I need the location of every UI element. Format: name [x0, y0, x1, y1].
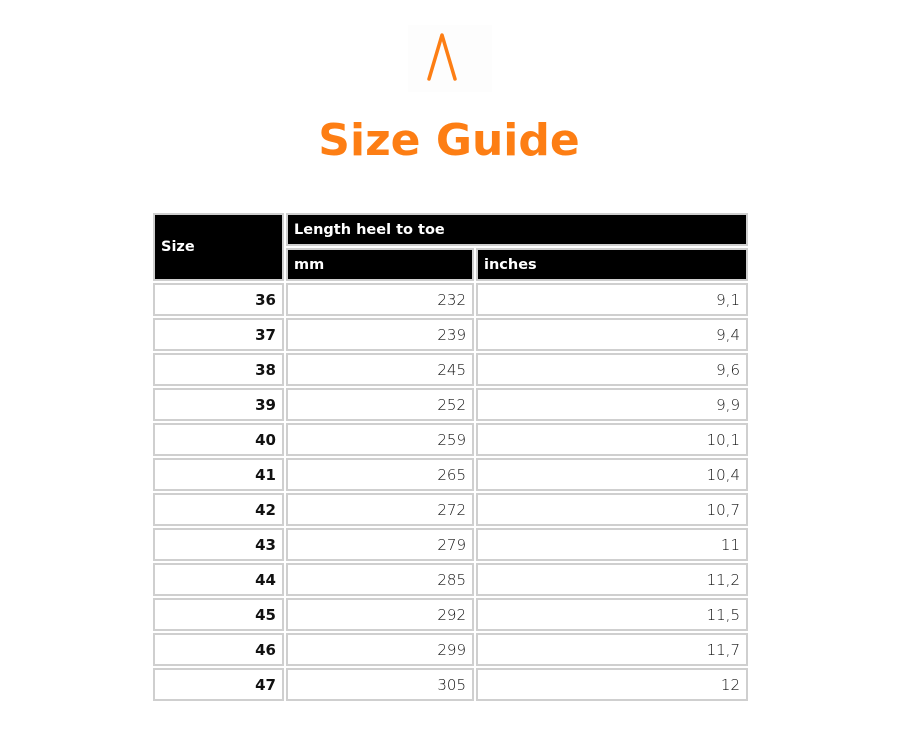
- page-title: Size Guide: [318, 115, 580, 166]
- header-size: Size: [153, 213, 284, 281]
- mm-cell: 232: [286, 283, 474, 316]
- mm-cell: 245: [286, 353, 474, 386]
- size-cell: 42: [153, 493, 284, 526]
- table-row: 43 279 11: [153, 528, 748, 561]
- mm-cell: 305: [286, 668, 474, 701]
- size-guide-table: Size Length heel to toe mm inches 36 232 9…: [151, 211, 750, 703]
- inches-cell: 9,9: [476, 388, 748, 421]
- table-row: 42 272 10,7: [153, 493, 748, 526]
- table-row: 44 285 11,2: [153, 563, 748, 596]
- table-row: 36 232 9,1: [153, 283, 748, 316]
- inches-cell: 10,1: [476, 423, 748, 456]
- header-inches: inches: [476, 248, 748, 281]
- inches-cell: 9,1: [476, 283, 748, 316]
- inches-cell: 12: [476, 668, 748, 701]
- mm-cell: 279: [286, 528, 474, 561]
- size-cell: 46: [153, 633, 284, 666]
- table-row: 38 245 9,6: [153, 353, 748, 386]
- size-cell: 38: [153, 353, 284, 386]
- mm-cell: 265: [286, 458, 474, 491]
- chevron-up-logo-icon: [427, 33, 457, 81]
- inches-cell: 11,2: [476, 563, 748, 596]
- size-cell: 39: [153, 388, 284, 421]
- table-row: 45 292 11,5: [153, 598, 748, 631]
- size-cell: 37: [153, 318, 284, 351]
- inches-cell: 10,4: [476, 458, 748, 491]
- header-length: Length heel to toe: [286, 213, 748, 246]
- size-cell: 36: [153, 283, 284, 316]
- table-row: 40 259 10,1: [153, 423, 748, 456]
- inches-cell: 10,7: [476, 493, 748, 526]
- size-cell: 43: [153, 528, 284, 561]
- header-mm: mm: [286, 248, 474, 281]
- mm-cell: 299: [286, 633, 474, 666]
- mm-cell: 292: [286, 598, 474, 631]
- mm-cell: 259: [286, 423, 474, 456]
- size-cell: 45: [153, 598, 284, 631]
- size-cell: 44: [153, 563, 284, 596]
- table-row: 46 299 11,7: [153, 633, 748, 666]
- inches-cell: 9,6: [476, 353, 748, 386]
- inches-cell: 11,7: [476, 633, 748, 666]
- inches-cell: 11: [476, 528, 748, 561]
- size-cell: 41: [153, 458, 284, 491]
- table-row: 41 265 10,4: [153, 458, 748, 491]
- size-cell: 47: [153, 668, 284, 701]
- inches-cell: 11,5: [476, 598, 748, 631]
- table-row: 47 305 12: [153, 668, 748, 701]
- size-cell: 40: [153, 423, 284, 456]
- mm-cell: 239: [286, 318, 474, 351]
- brand-logo: [408, 25, 492, 92]
- mm-cell: 252: [286, 388, 474, 421]
- table-row: 39 252 9,9: [153, 388, 748, 421]
- table-row: 37 239 9,4: [153, 318, 748, 351]
- mm-cell: 272: [286, 493, 474, 526]
- mm-cell: 285: [286, 563, 474, 596]
- inches-cell: 9,4: [476, 318, 748, 351]
